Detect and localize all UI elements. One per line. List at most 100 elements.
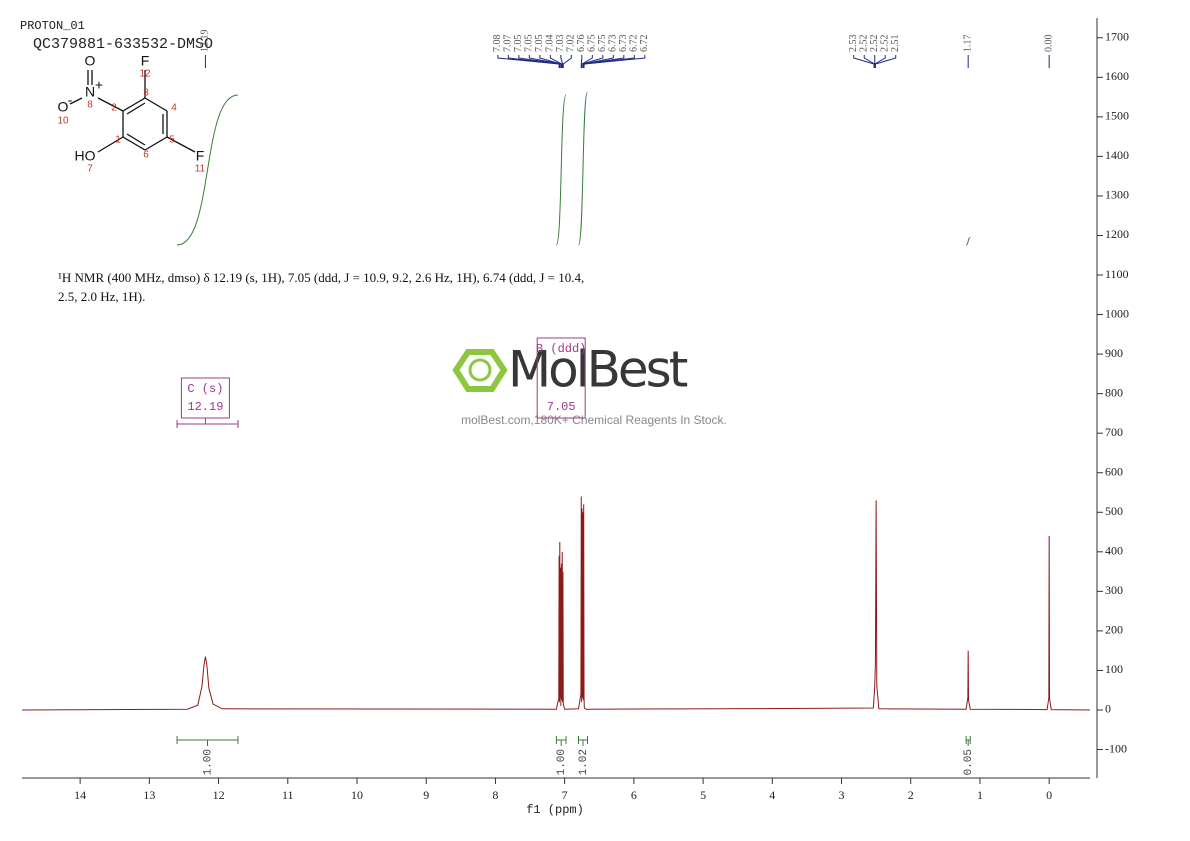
peak-leader [580, 55, 583, 68]
peak-leader [560, 55, 564, 68]
peak-label: 6.75 [597, 35, 608, 53]
integral-curve [177, 94, 238, 246]
peak-label: 2.51 [890, 35, 901, 53]
peak-label: 2.52 [869, 35, 880, 53]
structure-label: 8 [87, 100, 93, 111]
experiment-name: PROTON_01 [20, 19, 85, 33]
y-tick-label: 1200 [1105, 227, 1129, 241]
structure-label: 3 [143, 88, 149, 99]
structure-label: 11 [195, 164, 206, 175]
multiplet-box [536, 337, 586, 419]
structure-label: - [68, 92, 73, 108]
structure-label: 6 [143, 150, 149, 161]
peak-leader [581, 55, 604, 68]
integral-bracket [176, 736, 239, 746]
peak-label: 6.76 [576, 35, 587, 53]
sample-name: QC379881-633532-DMSO [33, 36, 213, 53]
y-tick-label: 1400 [1105, 148, 1129, 162]
multiplet-range [176, 418, 239, 428]
x-tick-label: 5 [700, 788, 706, 802]
peak-label: 2.52 [880, 35, 891, 53]
peak-label: 2.52 [859, 35, 870, 53]
x-tick-label: 10 [351, 788, 363, 802]
integral-bracket [555, 736, 567, 746]
y-tick-label: 600 [1105, 464, 1123, 478]
structure-label: O [58, 99, 69, 115]
y-tick-label: 900 [1105, 346, 1123, 360]
structure-label: F [196, 148, 205, 164]
x-tick-label: 9 [423, 788, 429, 802]
y-tick-label: 400 [1105, 544, 1123, 558]
y-tick-label: 1100 [1105, 267, 1129, 281]
y-tick-label: 100 [1105, 662, 1123, 676]
multiplet-shift: 12.19 [187, 400, 223, 414]
structure-label: HO [75, 148, 96, 164]
x-tick-label: 3 [839, 788, 845, 802]
peak-leader [582, 55, 625, 68]
y-tick-label: 1300 [1105, 188, 1129, 202]
structure-bonds [69, 70, 196, 153]
integral-label: 1.00 [556, 749, 568, 775]
y-tick-label: -100 [1105, 741, 1127, 755]
multiplet-shift: 7.05 [547, 400, 576, 414]
watermark-logo: MolBest [508, 341, 688, 399]
x-tick-label: 4 [769, 788, 775, 802]
peak-label: 2.53 [848, 35, 859, 53]
y-tick-label: 500 [1105, 504, 1123, 518]
integral-curve [965, 237, 971, 246]
integral-label: 1.00 [202, 749, 214, 775]
y-tick-label: 0 [1105, 702, 1111, 716]
multiplet-label: C (s) [187, 382, 223, 396]
x-tick-label: 13 [143, 788, 155, 802]
peak-label: 6.75 [587, 35, 598, 53]
multiplet-label: B (ddd) [536, 342, 586, 356]
peak-label: 7.04 [545, 35, 556, 53]
structure-label: 2 [111, 103, 117, 114]
peak-label: 6.73 [618, 35, 629, 53]
peak-leader [507, 55, 561, 68]
structure-label: 5 [169, 135, 175, 146]
integral-label: 1.02 [578, 749, 590, 775]
structure-label: F [141, 53, 150, 69]
watermark-icon [452, 349, 508, 392]
structure-label: 12 [139, 69, 151, 80]
watermark-icon-ring [468, 358, 492, 382]
y-tick-label: 1600 [1105, 69, 1129, 83]
peak-leader [497, 55, 560, 68]
nmr-description: ¹H NMR (400 MHz, dmso) δ 12.19 (s, 1H), … [58, 270, 585, 304]
structure-label: + [95, 77, 103, 93]
x-tick-label: 7 [562, 788, 568, 802]
structure-label: N [85, 84, 95, 100]
structure-label: 4 [171, 103, 177, 114]
peak-label: 6.72 [639, 35, 650, 53]
integral-label: 0.05 [963, 749, 975, 775]
peak-label: 7.05 [534, 35, 545, 53]
structure-label: 7 [87, 164, 93, 175]
peak-leader [583, 55, 646, 68]
structure-label: 1 [115, 135, 121, 146]
peak-label: 6.73 [608, 35, 619, 53]
peak-label: 7.03 [555, 35, 566, 53]
y-tick-label: 700 [1105, 425, 1123, 439]
y-tick-label: 300 [1105, 583, 1123, 597]
y-tick-label: 800 [1105, 385, 1123, 399]
x-tick-label: 12 [213, 788, 225, 802]
peak-label: 12.19 [200, 30, 211, 53]
integral-curve [578, 91, 588, 246]
spectrum [21, 496, 1091, 711]
peak-leader [874, 55, 886, 68]
x-tick-label: 2 [908, 788, 914, 802]
watermark-tagline: molBest.com,180K+ Chemical Reagents In S… [461, 413, 727, 427]
integral-bracket [965, 736, 971, 746]
peak-label: 7.05 [524, 35, 535, 53]
peak-label: 0.00 [1043, 35, 1054, 53]
x-tick-label: 8 [492, 788, 498, 802]
y-tick-label: 1500 [1105, 109, 1129, 123]
x-tick-label: 14 [74, 788, 86, 802]
peak-label: 7.08 [492, 35, 503, 53]
x-tick-label: 0 [1046, 788, 1052, 802]
structure-label: 10 [57, 116, 69, 127]
integral-curve [555, 94, 567, 246]
